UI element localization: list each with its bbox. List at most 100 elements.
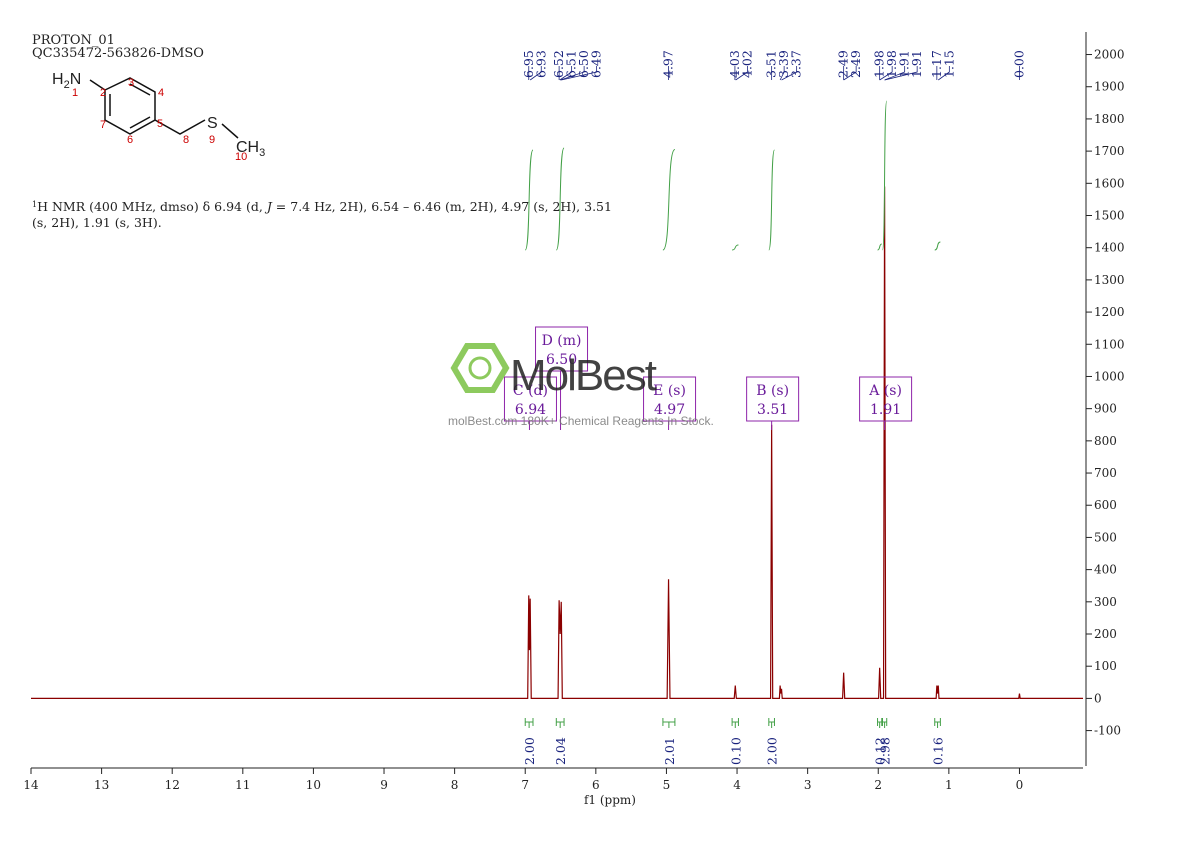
peak-label: 1.98 (872, 50, 887, 78)
peak-label: 0.00 (1011, 50, 1026, 78)
watermark-text: molBest.com 180K+ Chemical Reagents In S… (448, 414, 714, 428)
x-tick-label: 9 (380, 778, 388, 792)
integral-bracket (934, 718, 941, 728)
atom: CH3 (236, 139, 265, 159)
spectrum (31, 186, 1083, 699)
peak-connector (561, 66, 598, 81)
y-tick-label: 1900 (1094, 80, 1125, 94)
peak-label: 3.39 (776, 50, 791, 78)
multiplet-shift: 6.94 (515, 402, 546, 418)
peak-label: 6.95 (521, 50, 536, 78)
y-tick-label: 200 (1094, 627, 1117, 641)
integral-label: 2.00 (765, 737, 780, 765)
peak-label: 1.15 (941, 50, 956, 78)
peak-label: 1.98 (884, 50, 899, 78)
x-tick-label: 3 (804, 778, 812, 792)
atom: H2N (52, 71, 81, 91)
y-tick-label: 800 (1094, 434, 1117, 448)
multiplet-shift: 1.91 (870, 402, 901, 418)
peak-label: 3.37 (789, 50, 804, 78)
y-tick-label: 2000 (1094, 48, 1125, 62)
y-tick-label: 1600 (1094, 176, 1125, 190)
watermark-logo (450, 343, 510, 393)
atom-number: 4 (158, 87, 164, 99)
x-tick-label: 6 (592, 778, 600, 792)
y-tick-label: 1300 (1094, 273, 1125, 287)
peak-connector (884, 66, 906, 81)
peak-label: 6.49 (589, 50, 604, 78)
bond (89, 77, 239, 139)
integral-bracket (524, 718, 534, 728)
watermark: MolBest molBest.com 180K+ Chemical Reage… (448, 343, 714, 428)
multiplet-label: C (d) (513, 383, 548, 399)
x-tick-label: 2 (874, 778, 882, 792)
watermark-text: MolBest (510, 351, 657, 400)
integral-bracket (768, 718, 775, 728)
peak-label: 6.50 (576, 50, 591, 78)
integral-label: 2.00 (522, 737, 537, 765)
y-tick-label: 600 (1094, 498, 1117, 512)
integral-bracket (731, 718, 739, 728)
atom-number: 10 (235, 151, 247, 163)
peak-connector (781, 66, 798, 81)
x-tick-label: 1 (945, 778, 953, 792)
integral-curve (732, 244, 739, 251)
peak-connector (560, 66, 585, 81)
peak-connector (938, 66, 950, 81)
multiplet-label: E (s) (653, 383, 686, 399)
peak-connector (884, 66, 918, 81)
multiplet-box (859, 376, 913, 422)
atom-number: 1 (72, 87, 78, 99)
atom-number: 3 (128, 77, 134, 89)
multiplet-label: A (s) (868, 383, 902, 399)
peak-connector (559, 66, 573, 81)
atom-number: 9 (209, 134, 215, 146)
multiplet-box (503, 376, 557, 422)
integral-label: 2.04 (553, 737, 568, 765)
peak-label: 3.51 (764, 50, 779, 78)
y-tick-label: 1400 (1094, 241, 1125, 255)
atom-number: 2 (100, 87, 106, 99)
integral-label: 2.01 (662, 737, 677, 765)
integral-label: 0.10 (728, 737, 743, 765)
integral-bracket (881, 718, 888, 728)
multiplet-label: D (m) (542, 333, 582, 349)
integral-bracket (877, 718, 883, 728)
peak-label: 1.91 (897, 50, 912, 78)
integral-curve (877, 243, 882, 251)
integral-curve (768, 149, 775, 251)
multiplet-shift: 4.97 (654, 402, 685, 418)
peak-label: 4.97 (661, 50, 676, 78)
y-tick-label: 900 (1094, 402, 1117, 416)
title-line: PROTON_01 (32, 33, 115, 48)
integral-label: 2.98 (878, 737, 893, 765)
peak-label: 2.49 (848, 50, 863, 78)
peak-label: 4.02 (739, 50, 754, 78)
y-tick-label: 300 (1094, 595, 1117, 609)
multiplet-box (746, 376, 800, 422)
integral-label: 0.12 (873, 737, 888, 765)
atom: S (207, 115, 218, 132)
peak-label: 6.52 (551, 50, 566, 78)
nmr-description: (s, 2H), 1.91 (s, 3H). (32, 215, 162, 230)
x-tick-label: 4 (733, 778, 741, 792)
peak-label: 1.91 (909, 50, 924, 78)
peak-label: 4.03 (727, 50, 742, 78)
x-tick-label: 0 (1016, 778, 1024, 792)
integral-bracket (555, 718, 565, 728)
x-tick-label: 14 (23, 778, 39, 792)
y-tick-label: 700 (1094, 466, 1117, 480)
x-tick-label: 8 (451, 778, 459, 792)
integral-curve (934, 241, 941, 251)
y-tick-label: -100 (1094, 724, 1121, 738)
peak-connector (779, 66, 785, 81)
y-tick-label: 1000 (1094, 369, 1125, 383)
x-tick-label: 5 (663, 778, 671, 792)
peak-connector (879, 66, 893, 81)
x-axis-label: f1 (ppm) (584, 793, 636, 807)
peak-label: 6.51 (564, 50, 579, 78)
multiplet-box (643, 376, 697, 422)
x-tick-label: 7 (521, 778, 529, 792)
x-tick-label: 11 (235, 778, 250, 792)
